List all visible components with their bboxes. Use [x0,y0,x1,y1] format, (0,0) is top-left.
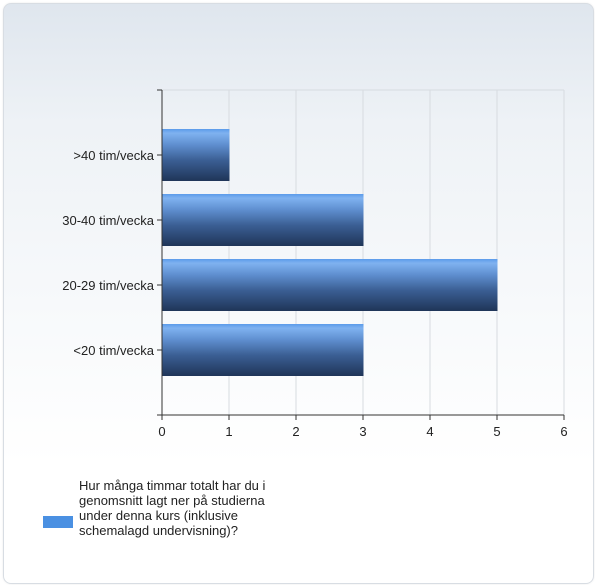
axes [157,89,565,420]
y-tick-label: <20 tim/vecka [73,343,154,358]
y-tick-label: 20-29 tim/vecka [62,278,155,293]
y-tick-label: 30-40 tim/vecka [62,213,155,228]
x-tick-label: 4 [426,424,433,439]
bar [162,194,364,246]
bar [162,324,364,376]
x-tick-label: 3 [359,424,366,439]
legend-label: Hur många timmar totalt har du i genomsn… [79,478,266,538]
x-tick-label: 5 [493,424,500,439]
legend-swatch [43,516,73,528]
legend: Hur många timmar totalt har du i genomsn… [43,478,269,538]
x-tick-label: 2 [292,424,299,439]
x-tick-label: 6 [560,424,567,439]
x-tick-label: 1 [225,424,232,439]
bar [162,259,498,311]
bar [162,129,230,181]
y-tick-label: >40 tim/vecka [73,148,154,163]
bars [162,129,498,376]
x-tick-label: 0 [158,424,165,439]
tick-labels: 0 1 2 3 4 5 6 >40 tim/vecka 30-40 tim/vecka 20-29… [62,148,567,439]
